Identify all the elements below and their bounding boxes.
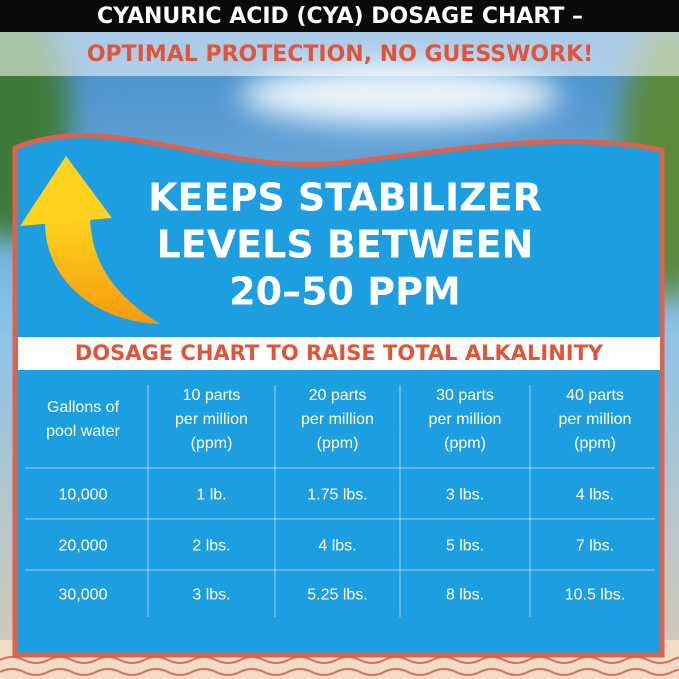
table-cell: 5 lbs. <box>446 538 484 555</box>
table-cell: 8 lbs. <box>446 587 484 604</box>
column-header: (ppm) <box>574 435 616 452</box>
title-bar <box>0 0 679 32</box>
column-header: 10 parts <box>183 387 241 404</box>
panel <box>12 133 665 658</box>
table-cell: 3 lbs. <box>192 587 230 604</box>
table-cell: 3 lbs. <box>446 487 484 504</box>
table-cell: 10.5 lbs. <box>565 587 625 604</box>
arrow <box>20 156 160 324</box>
column-header: per million <box>175 411 248 428</box>
column-header: 30 parts <box>436 387 494 404</box>
table: Gallons of pool water 10 parts per million (… <box>25 385 655 617</box>
headline-line: LEVELS BETWEEN <box>157 223 534 267</box>
table-heading: DOSAGE CHART TO RAISE TOTAL ALKALINITY <box>75 341 604 365</box>
column-header: (ppm) <box>444 435 486 452</box>
subtitle-band <box>0 32 679 76</box>
column-header: pool water <box>46 423 120 440</box>
column-header: per million <box>559 411 632 428</box>
column-header: Gallons of <box>47 399 120 416</box>
table-cell: 4 lbs. <box>576 487 614 504</box>
table-cell: 1.75 lbs. <box>307 487 367 504</box>
table-cell: 2 lbs. <box>192 538 230 555</box>
column-header: per million <box>429 411 502 428</box>
table-cell: 5.25 lbs. <box>307 587 367 604</box>
table-cell: 10,000 <box>59 487 108 504</box>
headline-line: 20–50 PPM <box>229 270 461 314</box>
heading-band <box>18 337 660 370</box>
table-cell: 30,000 <box>59 587 108 604</box>
table-cell: 1 lb. <box>196 487 226 504</box>
table-cell: 7 lbs. <box>576 538 614 555</box>
column-header: 40 parts <box>566 387 624 404</box>
table-cell: 4 lbs. <box>318 538 356 555</box>
table-cell: 20,000 <box>59 538 108 555</box>
headline-line: KEEPS STABILIZER <box>148 176 542 220</box>
title: CYANURIC ACID (CYA) DOSAGE CHART – <box>97 4 583 29</box>
column-header: (ppm) <box>191 435 233 452</box>
column-header: 20 parts <box>309 387 367 404</box>
column-header: (ppm) <box>317 435 359 452</box>
column-header: per million <box>301 411 374 428</box>
subtitle: OPTIMAL PROTECTION, NO GUESSWORK! <box>87 42 593 67</box>
